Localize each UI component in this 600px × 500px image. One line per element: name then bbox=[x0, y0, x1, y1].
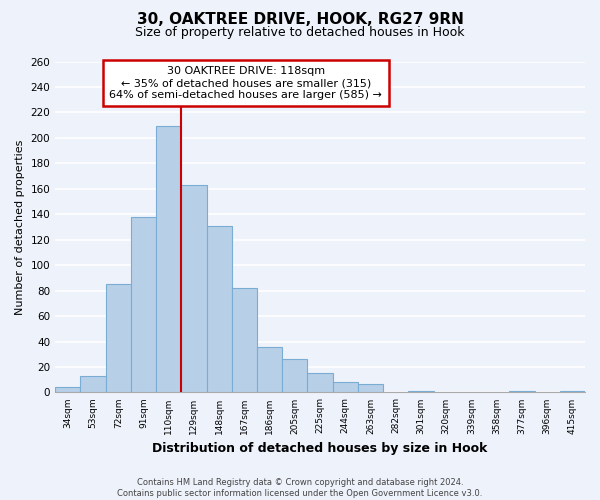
Bar bbox=[358, 384, 383, 392]
Text: 30, OAKTREE DRIVE, HOOK, RG27 9RN: 30, OAKTREE DRIVE, HOOK, RG27 9RN bbox=[137, 12, 463, 28]
Bar bbox=[257, 346, 282, 393]
Text: Size of property relative to detached houses in Hook: Size of property relative to detached ho… bbox=[135, 26, 465, 39]
Bar bbox=[206, 226, 232, 392]
Bar bbox=[55, 388, 80, 392]
Bar bbox=[409, 391, 434, 392]
Bar bbox=[232, 288, 257, 393]
Bar bbox=[332, 382, 358, 392]
Bar bbox=[156, 126, 181, 392]
Bar bbox=[181, 185, 206, 392]
X-axis label: Distribution of detached houses by size in Hook: Distribution of detached houses by size … bbox=[152, 442, 488, 455]
Text: Contains HM Land Registry data © Crown copyright and database right 2024.
Contai: Contains HM Land Registry data © Crown c… bbox=[118, 478, 482, 498]
Text: 30 OAKTREE DRIVE: 118sqm
← 35% of detached houses are smaller (315)
64% of semi-: 30 OAKTREE DRIVE: 118sqm ← 35% of detach… bbox=[109, 66, 382, 100]
Bar bbox=[560, 391, 585, 392]
Bar bbox=[509, 391, 535, 392]
Bar bbox=[282, 360, 307, 392]
Bar bbox=[80, 376, 106, 392]
Y-axis label: Number of detached properties: Number of detached properties bbox=[15, 140, 25, 314]
Bar bbox=[131, 217, 156, 392]
Bar bbox=[307, 374, 332, 392]
Bar bbox=[106, 284, 131, 393]
